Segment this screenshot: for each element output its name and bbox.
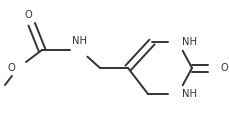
Text: NH: NH (72, 36, 87, 46)
Text: O: O (7, 63, 15, 73)
Text: NH: NH (181, 37, 196, 47)
Text: O: O (24, 10, 32, 20)
Text: NH: NH (181, 89, 196, 99)
Text: O: O (220, 63, 228, 73)
